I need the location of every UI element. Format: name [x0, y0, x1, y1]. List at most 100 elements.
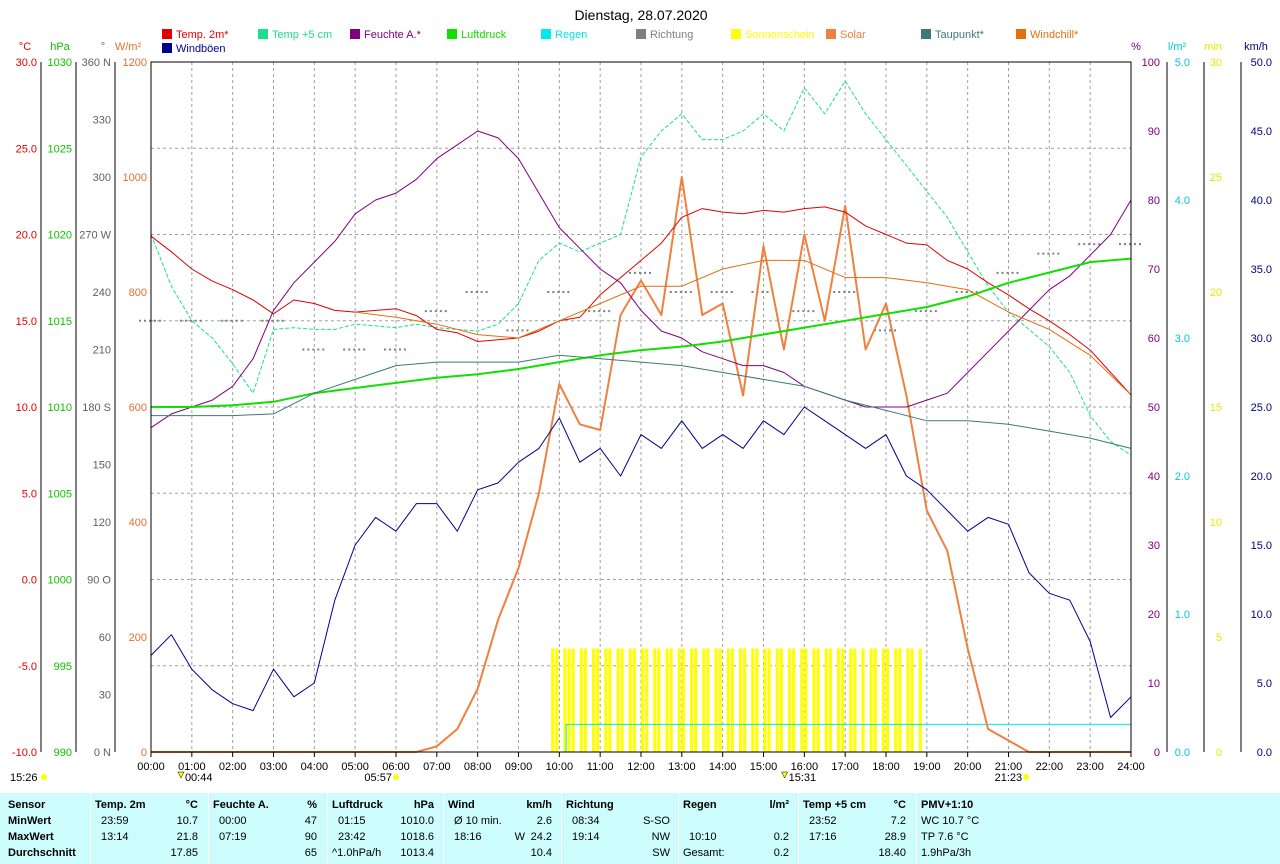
- axis-unit: °C: [19, 41, 31, 53]
- stat-cell: 1013.4: [400, 847, 434, 859]
- stat-cell: 2.6: [536, 815, 552, 827]
- axis-tick-label: 20: [1148, 609, 1160, 621]
- stat-cell: °C: [893, 799, 906, 811]
- legend-label: Windchill*: [1030, 29, 1079, 41]
- stat-cell: 47: [304, 815, 317, 827]
- stat-cell: ^1.0hPa/h: [332, 847, 382, 859]
- axis-tick-label: 30.0: [16, 57, 37, 69]
- sunshine-bar: [665, 648, 669, 752]
- sunshine-bar: [608, 648, 612, 752]
- stat-row-label: MaxWert: [8, 831, 54, 843]
- axis-tick-label: 120: [93, 517, 111, 529]
- x-tick-label: 19:00: [913, 761, 941, 773]
- axis-tick-label: 210: [93, 345, 111, 357]
- stats-separator: [916, 793, 917, 864]
- left-axes: 30.0 25.0 20.0 15.0 10.0 5.0 0.0 -5.0 -10.0 1030 1…: [12, 57, 152, 759]
- sunshine-bar: [792, 648, 796, 752]
- axis-tick-label: 35.0: [1251, 264, 1272, 276]
- sunshine-bar: [841, 648, 845, 752]
- stat-cell: Temp. 2m: [95, 799, 146, 811]
- x-tick-label: 22:00: [1036, 761, 1064, 773]
- sunshine-bar: [788, 648, 792, 752]
- series-line-temp-2m-: [150, 206, 1132, 396]
- sunshine-bar: [677, 648, 681, 752]
- legend-swatch: [541, 29, 551, 39]
- sunshine-bar: [898, 648, 902, 752]
- stat-cell: °C: [185, 799, 198, 811]
- axis-tick-label: 1200: [123, 57, 147, 69]
- x-tick-label: 07:00: [423, 761, 451, 773]
- sunshine-bar: [628, 648, 632, 752]
- sunshine-bar: [910, 648, 914, 752]
- sunshine-bar: [579, 648, 583, 752]
- stat-cell: NW: [651, 831, 670, 843]
- axis-tick-label: 90 O: [87, 575, 111, 587]
- axis-tick-label: 60: [1148, 333, 1160, 345]
- axis-tick-label: 3.0: [1175, 333, 1190, 345]
- sunshine-bar: [596, 648, 600, 752]
- legend-label: Regen: [555, 29, 587, 41]
- axis-tick-label: 150: [93, 460, 111, 472]
- axis-tick-label: 360 N: [82, 57, 111, 69]
- axis-tick-label: 5.0: [1257, 678, 1272, 690]
- marker-max-icon: [781, 771, 789, 779]
- axis-tick-label: -10.0: [12, 747, 37, 759]
- axis-tick-label: 990: [54, 747, 72, 759]
- sunshine-bar: [853, 648, 857, 752]
- stat-cell: 10.4: [530, 847, 552, 859]
- sunshine-bar: [751, 648, 755, 752]
- axis-tick-label: 20.0: [1251, 471, 1272, 483]
- legend-swatch: [447, 29, 457, 39]
- axis-tick-label: 15: [1210, 402, 1222, 414]
- axis-unit: W/m²: [115, 41, 142, 53]
- legend-swatch: [826, 29, 836, 39]
- stat-cell: 90: [304, 831, 317, 843]
- stat-cell: 1018.6: [400, 831, 434, 843]
- x-tick-label: 24:00: [1117, 761, 1145, 773]
- stat-cell: Temp +5 cm: [803, 799, 867, 811]
- stat-cell: Ø 10 min.: [454, 815, 502, 827]
- legend-label: Temp. 2m*: [176, 29, 229, 41]
- stat-cell: PMV+1:10: [921, 799, 974, 811]
- axis-tick-label: 1010: [48, 402, 72, 414]
- axis-tick-label: 1000: [48, 575, 72, 587]
- right-axes: 10090807060504030201005.04.03.02.01.00.0…: [1142, 57, 1272, 759]
- x-tick-label: 23:00: [1076, 761, 1104, 773]
- sunshine-bar: [645, 648, 649, 752]
- stat-row-label: Sensor: [8, 799, 46, 811]
- stats-separator: [208, 793, 209, 864]
- axis-tick-label: 1020: [48, 230, 72, 242]
- stat-cell: 24.2: [530, 831, 552, 843]
- sunshine-bar: [816, 648, 820, 752]
- sunshine-bar: [837, 648, 841, 752]
- stat-cell: 7.2: [890, 815, 906, 827]
- sunshine-bar: [641, 648, 645, 752]
- axis-unit: l/m²: [1168, 41, 1187, 53]
- axis-tick-label: 30: [1210, 57, 1222, 69]
- sunshine-bar: [800, 648, 804, 752]
- axis-tick-label: 1030: [48, 57, 72, 69]
- axis-tick-label: 30: [99, 690, 111, 702]
- stat-cell: 0.2: [773, 847, 789, 859]
- x-tick-label: 12:00: [627, 761, 655, 773]
- legend-label: Feuchte A.*: [364, 29, 422, 41]
- x-tick-label: 03:00: [260, 761, 288, 773]
- legend-swatch: [162, 29, 172, 39]
- sunshine-bar: [592, 648, 596, 752]
- stat-cell: %: [307, 799, 317, 811]
- series-line-windb-en: [150, 406, 1132, 718]
- sunshine-bar: [755, 648, 759, 752]
- sunshine-bar: [604, 648, 608, 752]
- axis-tick-label: 240: [93, 287, 111, 299]
- axis-tick-label: 5.0: [22, 488, 37, 500]
- stats-separator: [443, 793, 444, 864]
- axis-tick-label: 25.0: [16, 143, 37, 155]
- legend: Temp. 2m* Windböen Temp +5 cm Feuchte A.* Lu…: [162, 29, 1079, 55]
- sunshine-bar: [681, 648, 685, 752]
- stat-row-label: MinWert: [8, 815, 52, 827]
- stat-cell: 01:15: [338, 815, 366, 827]
- series-line-windchill-: [355, 259, 1132, 396]
- axis-tick-label: 80: [1148, 195, 1160, 207]
- axis-tick-label: 1005: [48, 488, 72, 500]
- axis-tick-label: 10.0: [16, 402, 37, 414]
